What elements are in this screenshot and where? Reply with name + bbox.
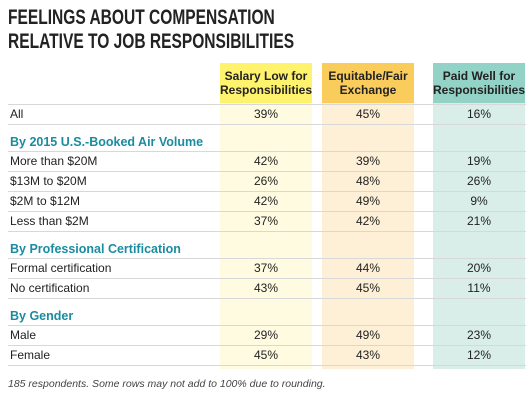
row-rule <box>8 365 526 366</box>
section-heading: By Professional Certification <box>10 242 181 256</box>
row-label: Formal certification <box>10 261 112 275</box>
column-body <box>433 103 525 369</box>
column-header-bg <box>433 63 525 103</box>
cell-value: 37% <box>253 261 279 275</box>
row-label: $13M to $20M <box>10 174 87 188</box>
cell-value: 16% <box>466 107 492 121</box>
cell-value: 45% <box>253 348 279 362</box>
column-body <box>322 103 414 369</box>
cell-value: 49% <box>355 194 381 208</box>
cell-value: 42% <box>253 194 279 208</box>
column-body <box>220 103 312 369</box>
row-rule <box>8 151 526 152</box>
column-header: Equitable/Fair <box>328 69 408 83</box>
cell-value: 29% <box>253 328 279 342</box>
cell-value: 20% <box>466 261 492 275</box>
row-rule <box>8 345 526 346</box>
row-rule <box>8 211 526 212</box>
row-label: Female <box>10 348 51 362</box>
cell-value: 23% <box>466 328 492 342</box>
cell-value: 26% <box>466 174 492 188</box>
cell-value: 39% <box>253 107 279 121</box>
row-rule <box>8 258 526 259</box>
column-header: Paid Well for <box>442 69 516 83</box>
cell-value: 21% <box>466 214 492 228</box>
cell-value: 43% <box>253 281 279 295</box>
row-rule <box>8 278 526 279</box>
row-rule <box>8 231 526 232</box>
cell-value: 44% <box>355 261 381 275</box>
section-heading: By 2015 U.S.-Booked Air Volume <box>10 135 204 149</box>
cell-value: 45% <box>355 107 381 121</box>
cell-value: 19% <box>466 154 492 168</box>
row-label: $2M to $12M <box>10 194 81 208</box>
column-header: Exchange <box>339 83 397 97</box>
column-header: Responsibilities <box>220 83 313 97</box>
row-rule <box>8 124 526 125</box>
column-header-bg <box>322 63 414 103</box>
cell-value: 11% <box>467 281 491 295</box>
row-label: Male <box>10 328 37 342</box>
row-label: All <box>10 107 24 121</box>
row-rule <box>8 171 526 172</box>
cell-value: 42% <box>355 214 381 228</box>
cell-value: 26% <box>253 174 279 188</box>
cell-value: 9% <box>470 194 488 208</box>
cell-value: 42% <box>253 154 279 168</box>
cell-value: 39% <box>355 154 381 168</box>
row-rule <box>8 191 526 192</box>
cell-value: 37% <box>253 214 279 228</box>
cell-value: 45% <box>355 281 381 295</box>
row-rule <box>8 325 526 326</box>
row-label: Less than $2M <box>10 214 89 228</box>
row-rule <box>8 104 526 105</box>
section-heading: By Gender <box>10 309 74 323</box>
row-label: No certification <box>10 281 90 295</box>
cell-value: 48% <box>355 174 381 188</box>
column-header-bg <box>220 63 312 103</box>
cell-value: 12% <box>466 348 492 362</box>
row-rule <box>8 298 526 299</box>
title-line: FEELINGS ABOUT COMPENSATION <box>8 6 275 29</box>
column-header: Salary Low for <box>224 69 308 83</box>
row-label: More than $20M <box>10 154 98 168</box>
cell-value: 43% <box>355 348 381 362</box>
column-header: Responsibilities <box>433 83 526 97</box>
cell-value: 49% <box>355 328 381 342</box>
footnote: 185 respondents. Some rows may not add t… <box>8 378 326 390</box>
title-line: RELATIVE TO JOB RESPONSIBILITIES <box>8 30 295 53</box>
